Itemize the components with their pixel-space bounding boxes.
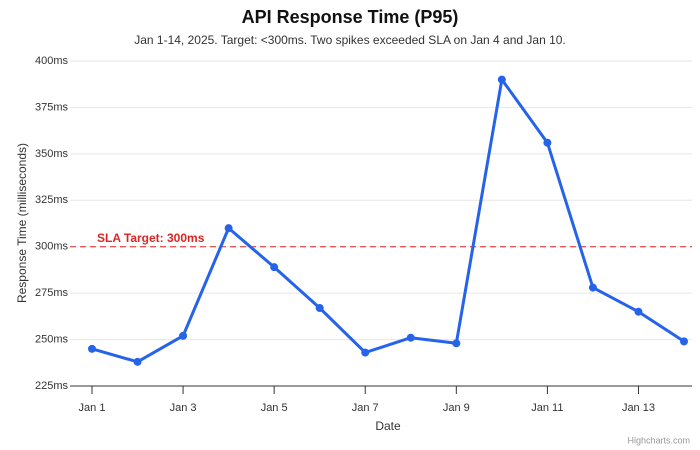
data-point [270,263,279,272]
chart-title: API Response Time (P95) [242,7,459,27]
data-point [497,75,506,84]
x-tick-label: Jan 13 [622,402,655,414]
y-tick-label: 300ms [35,241,69,253]
y-tick-label: 250ms [35,333,69,345]
y-axis-title: Response Time (milliseconds) [15,143,29,303]
x-tick-label: Jan 1 [79,402,106,414]
chart-subtitle: Jan 1-14, 2025. Target: <300ms. Two spik… [134,33,566,47]
data-point [361,348,370,357]
y-tick-label: 275ms [35,287,69,299]
y-tick-label: 325ms [35,194,69,206]
data-point [588,283,597,292]
data-point [634,307,643,316]
y-tick-label: 225ms [35,380,69,392]
data-point [543,138,552,147]
credits[interactable]: Highcharts.com [627,435,690,445]
series-line [91,78,685,364]
x-tick-label: Jan 5 [261,402,288,414]
data-point [179,331,188,340]
y-tick-label: 350ms [35,148,69,160]
data-point [406,333,415,342]
x-tick-label: Jan 11 [531,402,563,414]
x-tick-label: Jan 9 [443,402,470,414]
data-point [315,304,324,312]
data-point [133,357,142,366]
x-tick-label: Jan 3 [170,402,197,414]
y-tick-label: 400ms [35,55,69,67]
x-tick-label: Jan 7 [352,402,379,414]
y-tick-label: 375ms [35,101,69,113]
data-point [452,339,461,348]
data-point [680,337,688,346]
x-axis-title: Date [375,419,401,433]
data-point [224,224,233,233]
data-point [88,344,96,353]
reference-label: SLA Target: 300ms [97,231,205,245]
